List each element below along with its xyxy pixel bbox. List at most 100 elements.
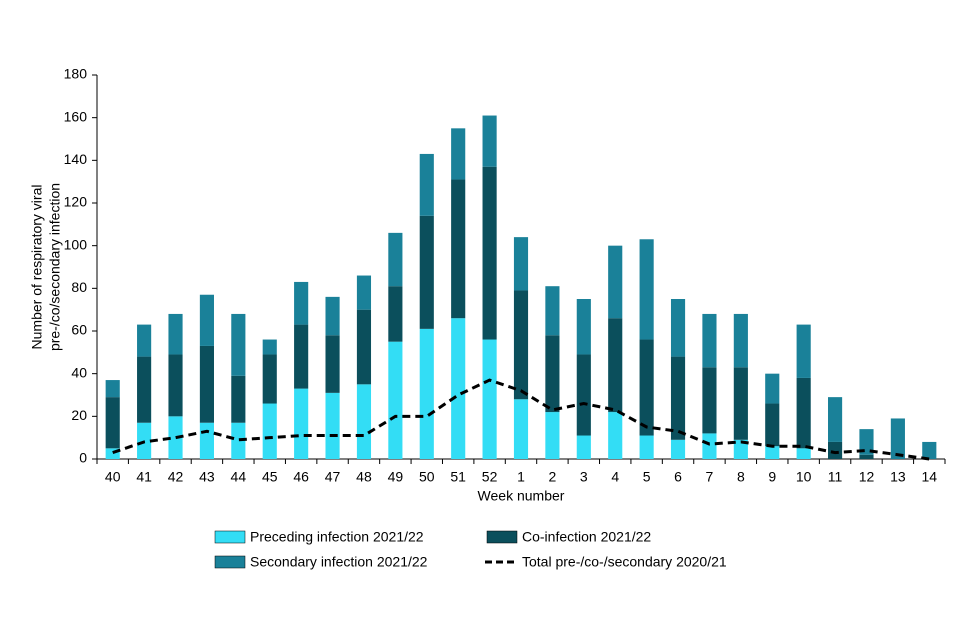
bar-segment [796,377,811,449]
bar-segment [733,439,748,459]
bar-segment [419,215,434,329]
bar-segment [576,435,591,459]
bar-segment [765,373,780,404]
bar-segment [231,313,246,376]
bar-segment [545,335,560,413]
bar-segment [765,446,780,459]
bar-segment [451,179,466,319]
bar-segment [262,339,277,355]
bar-segment [262,354,277,404]
bar-segment [262,403,277,459]
bar-segment [388,341,403,459]
x-tick-label: 7 [706,469,714,485]
bar-segment [356,384,372,459]
bar-segment [199,422,214,459]
legend: Preceding infection 2021/22 Co-infection… [214,529,727,570]
x-tick-label: 13 [890,469,906,485]
y-tick-label: 160 [64,108,88,124]
bar-segment [325,335,340,393]
x-tick-label: 9 [768,469,776,485]
x-tick-label: 1 [517,469,525,485]
bar-segment [231,422,246,459]
y-tick-label: 80 [71,279,87,295]
bar-segment [105,448,120,459]
x-tick-label: 3 [580,469,588,485]
y-tick-label: 120 [64,194,88,210]
bar-segment [356,309,372,385]
bar-segment [482,339,497,459]
x-tick-label: 46 [293,469,309,485]
x-tick-label: 12 [859,469,875,485]
y-tick-label: 180 [64,66,88,82]
y-tick-label: 140 [64,151,88,167]
x-tick-label: 10 [796,469,812,485]
x-tick-label: 51 [450,469,466,485]
bar-segment [168,416,183,459]
bar-segment [137,324,152,357]
bar-segment [325,392,340,459]
y-tick-label: 100 [64,236,88,252]
legend-label: Secondary infection 2021/22 [250,554,428,570]
bar-segment [670,299,686,357]
legend-swatch [486,530,518,544]
x-tick-label: 40 [105,469,121,485]
x-tick-label: 2 [549,469,557,485]
bar-segment [325,296,340,336]
bar-segment [890,418,905,459]
bar-segment [922,441,937,459]
x-tick-label: 47 [325,469,341,485]
bar-segment [702,313,717,368]
bar-segment [608,245,623,319]
y-tick-label: 40 [71,364,87,380]
bar-segment [545,412,560,459]
bar-segment [451,318,466,459]
bar-segment [608,318,623,413]
legend-swatch [214,530,246,544]
bar-segment [796,448,811,459]
x-tick-label: 48 [356,469,372,485]
bar-segment [576,354,591,436]
legend-label: Total pre-/co-/secondary 2020/21 [522,554,727,570]
bar-segment [199,345,214,423]
bar-segment [513,399,529,459]
y-tick-label: 20 [71,407,87,423]
bar-segment [639,339,654,436]
bar-segment [639,435,654,459]
bar-segment [231,375,246,423]
y-axis-title: pre-/co/secondary infection [47,183,63,351]
bar-segment [859,429,874,455]
x-tick-label: 43 [199,469,215,485]
x-tick-label: 41 [136,469,152,485]
y-tick-label: 60 [71,322,87,338]
bar-segment [388,232,403,287]
y-tick-label: 0 [79,450,87,466]
x-tick-label: 11 [828,469,843,485]
bar-segment [356,275,372,310]
bar-segment [733,313,748,368]
bar-segment [545,286,560,336]
bar-segment [294,281,309,325]
bar-segment [608,412,623,459]
x-tick-label: 45 [262,469,278,485]
legend-label: Co-infection 2021/22 [522,529,651,545]
bar-segment [796,324,811,378]
x-tick-label: 8 [737,469,745,485]
bar-segment [137,356,152,423]
y-axis-title: Number of respiratory viral [29,185,45,350]
bar-segment [733,367,748,440]
bar-segment [168,354,183,417]
bar-segment [828,397,843,442]
legend-swatch [214,555,246,569]
bar-segment [513,237,529,291]
x-tick-label: 50 [419,469,435,485]
x-tick-label: 14 [922,469,938,485]
bar-segment [451,128,466,180]
x-tick-label: 49 [388,469,404,485]
x-tick-label: 4 [611,469,619,485]
bar-segment [513,290,529,400]
bar-segment [670,439,686,459]
bar-segment [294,324,309,389]
bar-segment [576,299,591,355]
bar-segment [168,313,183,355]
